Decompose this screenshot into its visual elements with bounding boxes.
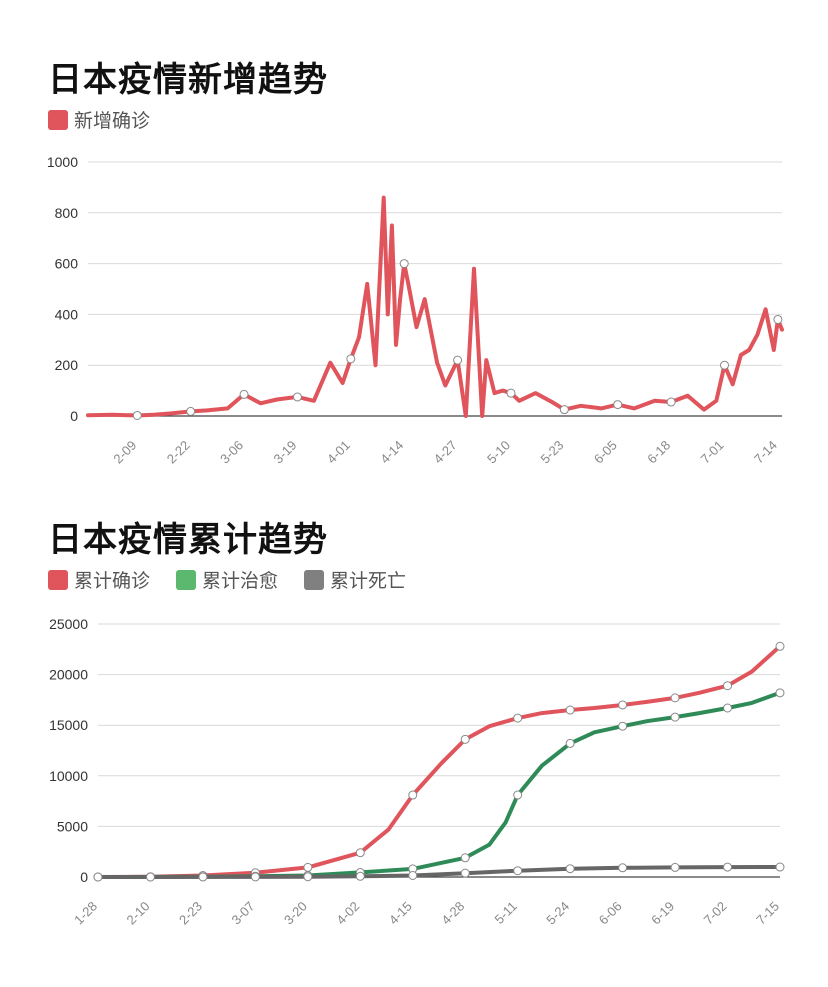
y-tick-label: 25000 [49, 616, 88, 632]
x-tick-label: 2-10 [124, 899, 153, 928]
data-point [670, 693, 680, 703]
y-tick-label: 0 [80, 869, 88, 885]
x-tick-label: 2-23 [176, 899, 205, 928]
data-point [198, 872, 208, 882]
x-tick-label: 4-02 [333, 899, 362, 928]
series-line [96, 644, 782, 879]
data-point [775, 641, 785, 651]
legend-label: 累计治愈 [202, 570, 279, 592]
data-point [565, 705, 575, 715]
data-point [666, 397, 676, 407]
x-tick-label: 7-15 [753, 899, 782, 928]
data-point [513, 790, 523, 800]
data-point [559, 405, 569, 415]
data-point [355, 848, 365, 858]
chart-title: 日本疫情累计趋势 [48, 520, 328, 560]
legend-swatch [48, 109, 68, 130]
data-point [775, 862, 785, 872]
y-tick-label: 0 [70, 408, 78, 424]
data-point [132, 410, 142, 420]
data-point [186, 406, 196, 416]
data-point [408, 870, 418, 880]
data-point [460, 734, 470, 744]
data-point [670, 862, 680, 872]
y-tick-label: 10000 [49, 768, 88, 784]
data-point [506, 388, 516, 398]
data-point [618, 863, 628, 873]
legend-swatch [48, 569, 68, 590]
legend-swatch [304, 569, 325, 590]
legend-item-cumulative-deaths[interactable]: 累计死亡 [304, 566, 406, 593]
y-tick-label: 400 [55, 306, 79, 322]
y-tick-label: 1000 [47, 154, 78, 170]
data-point [565, 738, 575, 748]
x-tick-label: 6-06 [596, 899, 625, 928]
data-point [618, 721, 628, 731]
legend-swatch [176, 569, 197, 590]
data-point [723, 862, 733, 872]
legend: 累计确诊 累计治愈 累计死亡 [48, 566, 406, 593]
legend-label: 累计确诊 [74, 570, 151, 592]
legend-item-cumulative-recovered[interactable]: 累计治愈 [176, 566, 278, 593]
x-tick-label: 3-20 [281, 899, 310, 928]
data-point [565, 864, 575, 874]
data-point [303, 872, 313, 882]
series-line [96, 865, 782, 879]
data-point [513, 713, 523, 723]
data-point [292, 392, 302, 402]
data-point [346, 354, 356, 364]
x-tick-label: 4-15 [386, 899, 415, 928]
y-tick-label: 800 [55, 205, 79, 221]
chart-title: 日本疫情新增趋势 [48, 60, 328, 100]
data-point [453, 355, 463, 365]
y-tick-label: 15000 [49, 717, 88, 733]
data-point [460, 868, 470, 878]
y-tick-label: 600 [55, 256, 79, 272]
data-point [408, 790, 418, 800]
data-point [723, 703, 733, 713]
legend-item-new-confirmed[interactable]: 新增确诊 [48, 106, 150, 133]
y-tick-label: 200 [55, 357, 79, 373]
data-point [723, 681, 733, 691]
data-point [613, 400, 623, 410]
data-point [145, 872, 155, 882]
data-point [670, 712, 680, 722]
data-point [513, 866, 523, 876]
series-line [86, 195, 784, 418]
data-point [250, 872, 260, 882]
legend-label: 累计死亡 [330, 570, 407, 592]
x-tick-label: 6-19 [648, 899, 677, 928]
data-point [399, 259, 409, 269]
x-tick-label: 3-07 [228, 899, 257, 928]
legend: 新增确诊 [48, 106, 150, 133]
x-tick-label: 7-02 [701, 899, 730, 928]
data-point [618, 700, 628, 710]
legend-label: 新增确诊 [74, 110, 151, 132]
data-point [93, 872, 103, 882]
data-point [355, 871, 365, 881]
daily-panel: 日本疫情新增趋势 新增确诊 [0, 0, 828, 480]
data-point [720, 360, 730, 370]
data-point [775, 688, 785, 698]
data-point [303, 862, 313, 872]
data-point [460, 853, 470, 863]
y-tick-label: 20000 [49, 667, 88, 683]
x-tick-label: 1-28 [71, 899, 100, 928]
y-tick-label: 5000 [57, 818, 88, 834]
x-tick-label: 5-11 [491, 899, 519, 927]
x-tick-label: 5-24 [543, 899, 572, 928]
data-point [773, 314, 783, 324]
x-tick-label: 4-28 [438, 899, 467, 928]
data-point [239, 389, 249, 399]
legend-item-cumulative-confirmed[interactable]: 累计确诊 [48, 566, 150, 593]
